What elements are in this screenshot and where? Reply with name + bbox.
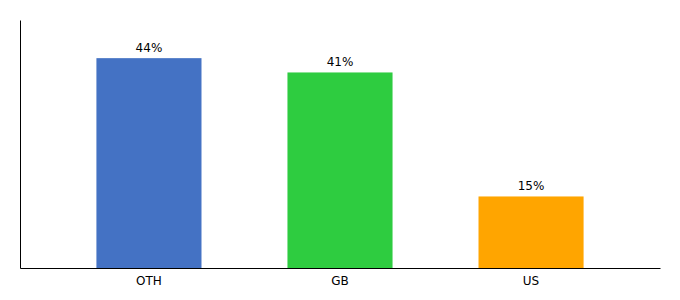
x-tick: GB (331, 274, 349, 288)
data-label: 41% (327, 55, 354, 69)
data-labels: 44% 41% 15% (136, 41, 545, 193)
x-tick-label: GB (331, 274, 349, 288)
x-tick-label: US (523, 274, 539, 288)
bar (287, 72, 392, 268)
x-tick: OTH (136, 274, 162, 288)
x-axis-line (21, 268, 661, 269)
x-tick: US (523, 274, 539, 288)
bar (479, 196, 584, 268)
bars (96, 58, 583, 268)
data-label: 15% (518, 179, 545, 193)
data-label: 44% (136, 41, 163, 55)
plot: OTH GB US 44% 41% 15% (21, 21, 661, 288)
bar (96, 58, 201, 268)
x-axis: OTH GB US (21, 269, 661, 288)
y-axis-line (20, 21, 21, 269)
chart: OTH GB US 44% 41% 15% (0, 0, 680, 300)
y-axis (20, 21, 21, 269)
x-tick-label: OTH (136, 274, 162, 288)
